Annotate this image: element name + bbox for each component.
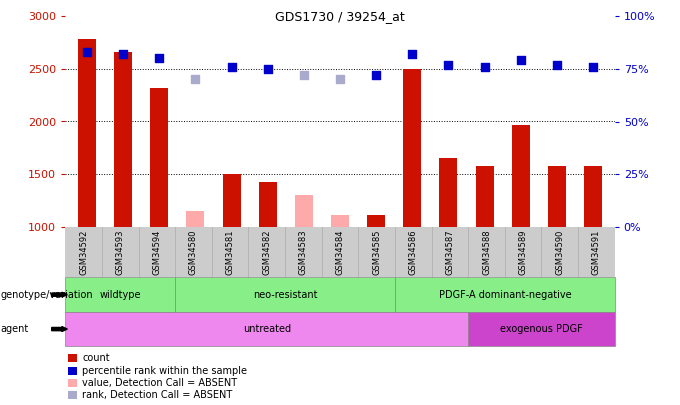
- Text: GSM34584: GSM34584: [335, 229, 345, 275]
- Text: GSM34588: GSM34588: [482, 229, 491, 275]
- Point: [588, 64, 598, 70]
- Text: rank, Detection Call = ABSENT: rank, Detection Call = ABSENT: [82, 390, 233, 400]
- Bar: [403, 69, 422, 227]
- Text: GDS1730 / 39254_at: GDS1730 / 39254_at: [275, 10, 405, 23]
- Point: [407, 51, 418, 58]
- Point: [551, 62, 562, 68]
- Text: GSM34587: GSM34587: [445, 229, 454, 275]
- Bar: [114, 52, 132, 227]
- Point: [335, 76, 345, 83]
- Point: [299, 72, 309, 79]
- Text: percentile rank within the sample: percentile rank within the sample: [82, 366, 248, 375]
- Text: GSM34592: GSM34592: [79, 229, 88, 275]
- Bar: [512, 125, 530, 227]
- Bar: [367, 215, 385, 227]
- Text: PDGF-A dominant-negative: PDGF-A dominant-negative: [439, 290, 571, 300]
- Bar: [150, 88, 169, 227]
- Text: GSM34581: GSM34581: [226, 229, 235, 275]
- Point: [443, 62, 454, 68]
- Point: [371, 72, 381, 79]
- Bar: [439, 158, 458, 227]
- Point: [226, 64, 237, 70]
- Text: GSM34585: GSM34585: [372, 229, 381, 275]
- Text: GSM34594: GSM34594: [152, 229, 161, 275]
- Text: value, Detection Call = ABSENT: value, Detection Call = ABSENT: [82, 378, 237, 388]
- Text: genotype/variation: genotype/variation: [1, 290, 93, 300]
- Bar: [258, 181, 277, 227]
- Point: [82, 49, 92, 55]
- Text: wildtype: wildtype: [99, 290, 141, 300]
- Point: [154, 55, 165, 62]
- Text: untreated: untreated: [243, 324, 291, 334]
- Text: agent: agent: [1, 324, 29, 334]
- Text: neo-resistant: neo-resistant: [253, 290, 318, 300]
- Text: GSM34580: GSM34580: [189, 229, 198, 275]
- Text: GSM34582: GSM34582: [262, 229, 271, 275]
- Point: [515, 57, 526, 64]
- Text: GSM34590: GSM34590: [556, 229, 564, 275]
- Bar: [548, 166, 566, 227]
- Bar: [331, 215, 349, 227]
- Bar: [186, 211, 205, 227]
- Bar: [78, 39, 96, 227]
- Text: GSM34593: GSM34593: [116, 229, 124, 275]
- Text: GSM34586: GSM34586: [409, 229, 418, 275]
- Bar: [295, 195, 313, 227]
- Text: GSM34589: GSM34589: [519, 229, 528, 275]
- Point: [118, 51, 129, 58]
- Bar: [222, 174, 241, 227]
- Bar: [584, 166, 602, 227]
- Point: [479, 64, 490, 70]
- Point: [190, 76, 201, 83]
- Point: [262, 66, 273, 72]
- Text: GSM34591: GSM34591: [592, 229, 601, 275]
- Bar: [475, 166, 494, 227]
- Text: GSM34583: GSM34583: [299, 229, 308, 275]
- Text: count: count: [82, 354, 110, 363]
- Text: exogenous PDGF: exogenous PDGF: [500, 324, 583, 334]
